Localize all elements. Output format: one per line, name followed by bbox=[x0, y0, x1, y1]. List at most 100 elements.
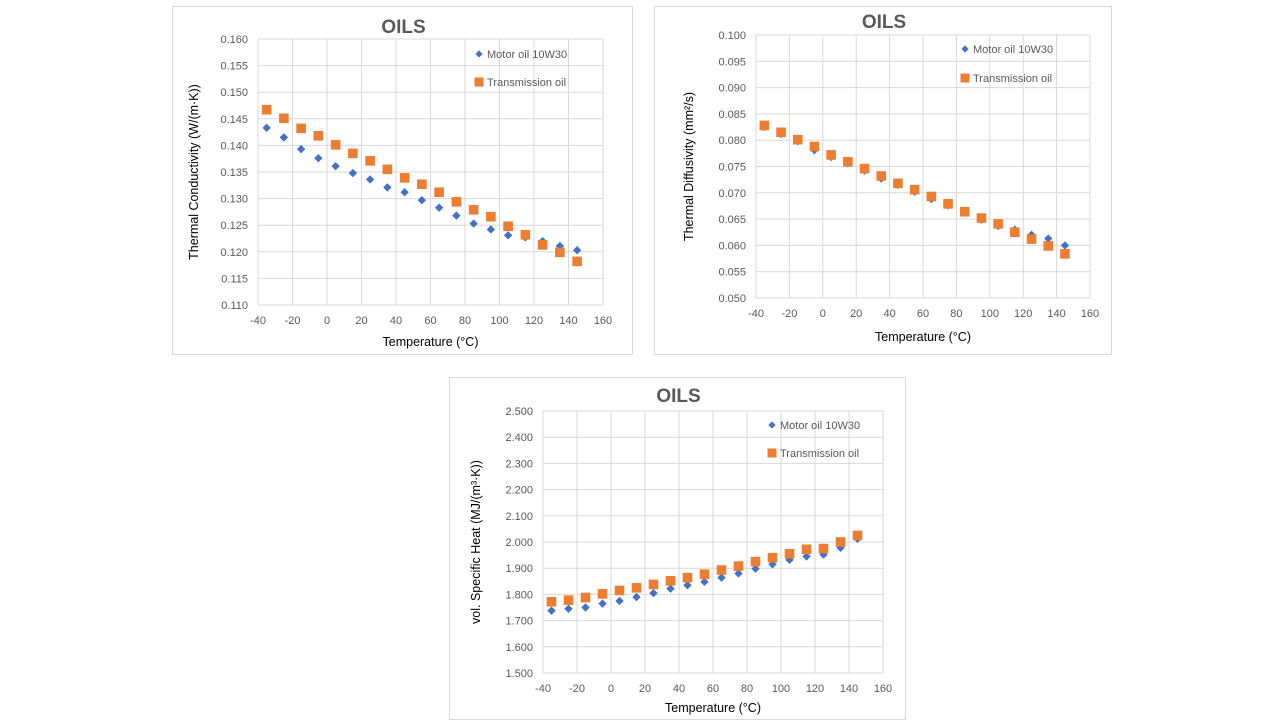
specific-heat-motor-oil-point bbox=[819, 550, 828, 559]
specific-heat-transmission-oil-point bbox=[597, 589, 608, 599]
thermal-conductivity-transmission-oil-point bbox=[434, 187, 444, 198]
thermal-diffusivity-y-tick-label: 0.050 bbox=[718, 293, 746, 305]
thermal-conductivity-transmission-oil-point bbox=[451, 196, 462, 207]
thermal-conductivity-y-tick-label: 0.125 bbox=[220, 220, 248, 232]
thermal-conductivity-legend-motor-oil-marker bbox=[475, 50, 483, 58]
specific-heat-motor-oil-point bbox=[615, 596, 624, 606]
thermal-conductivity-y-tick-label: 0.155 bbox=[220, 61, 248, 73]
thermal-conductivity-x-axis-label: Temperature (°C) bbox=[383, 335, 479, 349]
thermal-conductivity-motor-oil-point bbox=[417, 195, 427, 205]
thermal-conductivity-transmission-oil-point bbox=[555, 247, 565, 258]
specific-heat-x-tick-label: 100 bbox=[772, 683, 790, 695]
specific-heat-y-tick-label: 2.300 bbox=[505, 458, 533, 470]
specific-heat-transmission-oil-point bbox=[835, 537, 846, 547]
thermal-conductivity-y-tick-label: 0.130 bbox=[220, 194, 248, 206]
specific-heat-legend-motor-oil-label: Motor oil 10W30 bbox=[780, 420, 860, 432]
thermal-conductivity-transmission-oil-point bbox=[503, 221, 513, 232]
thermal-conductivity-motor-oil-point bbox=[348, 168, 358, 178]
specific-heat-legend-transmission-oil-label: Transmission oil bbox=[780, 448, 859, 460]
specific-heat-transmission-oil-point bbox=[563, 595, 574, 605]
specific-heat-transmission-oil-point bbox=[682, 572, 693, 583]
thermal-diffusivity-x-tick-label: 0 bbox=[820, 308, 826, 320]
thermal-conductivity-x-tick-label: 100 bbox=[490, 315, 508, 327]
specific-heat-motor-oil-point bbox=[785, 555, 794, 565]
thermal-diffusivity-x-tick-label: 80 bbox=[950, 308, 962, 320]
thermal-conductivity-motor-oil-point bbox=[486, 225, 496, 234]
specific-heat-motor-oil-point bbox=[802, 552, 811, 561]
specific-heat-transmission-oil-point bbox=[852, 530, 863, 541]
thermal-diffusivity-legend-motor-oil-marker bbox=[961, 45, 969, 53]
thermal-diffusivity-y-tick-label: 0.075 bbox=[718, 162, 746, 174]
specific-heat-transmission-oil-point bbox=[614, 585, 625, 596]
thermal-conductivity-transmission-oil-point bbox=[468, 204, 479, 215]
specific-heat-motor-oil-point bbox=[649, 588, 658, 598]
specific-heat-transmission-oil-point bbox=[767, 552, 778, 563]
thermal-diffusivity-x-tick-label: 120 bbox=[1014, 308, 1032, 320]
specific-heat-chart-svg: 1.500 1.600 1.700 1.800 1.900 2.000 2.100 2.200… bbox=[469, 386, 892, 715]
thermal-diffusivity-y-tick-label: 0.095 bbox=[718, 56, 746, 68]
thermal-conductivity-y-tick-label: 0.145 bbox=[220, 114, 248, 126]
thermal-conductivity-motor-oil-point bbox=[572, 246, 582, 255]
thermal-conductivity-motor-oil-point bbox=[296, 144, 306, 154]
thermal-conductivity-transmission-oil-point bbox=[417, 179, 427, 190]
thermal-conductivity-motor-oil-point bbox=[452, 211, 461, 220]
specific-heat-transmission-oil-point bbox=[733, 561, 744, 571]
thermal-conductivity-y-tick-label: 0.110 bbox=[221, 300, 248, 312]
thermal-conductivity-transmission-oil-point bbox=[330, 140, 341, 150]
specific-heat-legend-motor-oil-marker bbox=[768, 421, 776, 429]
specific-heat-x-tick-label: 0 bbox=[608, 683, 614, 695]
thermal-diffusivity-x-tick-label: 40 bbox=[883, 308, 895, 320]
thermal-conductivity-y-tick-label: 0.150 bbox=[220, 87, 248, 99]
thermal-conductivity-x-tick-label: 60 bbox=[424, 315, 436, 327]
specific-heat-y-tick-label: 2.000 bbox=[505, 537, 533, 549]
specific-heat-motor-oil-point bbox=[598, 599, 607, 608]
specific-heat-transmission-oil-point bbox=[631, 583, 642, 593]
thermal-diffusivity-transmission-oil-point bbox=[792, 134, 803, 145]
thermal-conductivity-transmission-oil-point bbox=[382, 164, 393, 175]
thermal-conductivity-transmission-oil-point bbox=[537, 240, 548, 250]
thermal-diffusivity-y-tick-label: 0.070 bbox=[718, 188, 746, 200]
thermal-diffusivity-y-tick-label: 0.090 bbox=[718, 83, 746, 95]
specific-heat-motor-oil-point bbox=[632, 592, 641, 602]
thermal-conductivity-x-tick-label: 40 bbox=[390, 315, 402, 327]
specific-heat-y-tick-label: 1.800 bbox=[505, 589, 533, 601]
specific-heat-transmission-oil-point bbox=[784, 548, 795, 559]
thermal-conductivity-chart: 0.110 0.115 0.120 0.125 0.130 0.135 0.140 0.145… bbox=[172, 6, 633, 355]
thermal-diffusivity-x-tick-label: 140 bbox=[1047, 308, 1065, 320]
specific-heat-x-tick-label: -40 bbox=[535, 683, 551, 695]
thermal-diffusivity-legend-motor-oil-label: Motor oil 10W30 bbox=[973, 44, 1053, 56]
specific-heat-x-tick-label: -20 bbox=[569, 683, 585, 695]
thermal-diffusivity-transmission-oil-point bbox=[1010, 227, 1020, 238]
thermal-diffusivity-x-tick-label: 60 bbox=[917, 308, 929, 320]
thermal-diffusivity-y-tick-label: 0.055 bbox=[718, 267, 746, 279]
specific-heat-y-axis-label: vol. Specific Heat (MJ/(m³·K)) bbox=[469, 460, 483, 624]
thermal-conductivity-transmission-oil-point bbox=[399, 173, 410, 183]
thermal-diffusivity-motor-oil-point bbox=[1044, 234, 1053, 243]
thermal-conductivity-transmission-oil-point bbox=[520, 229, 531, 240]
specific-heat-motor-oil-point bbox=[717, 573, 726, 582]
thermal-diffusivity-chart-title: OILS bbox=[862, 12, 906, 33]
specific-heat-chart-title: OILS bbox=[656, 386, 700, 407]
thermal-conductivity-y-axis-label: Thermal Conductivity (W/(m·K)) bbox=[187, 84, 201, 260]
thermal-conductivity-motor-oil-point bbox=[434, 203, 444, 212]
thermal-conductivity-transmission-oil-point bbox=[348, 148, 358, 159]
thermal-diffusivity-x-tick-label: -40 bbox=[748, 308, 764, 320]
thermal-diffusivity-transmission-oil-point bbox=[826, 150, 836, 160]
specific-heat-x-tick-label: 60 bbox=[707, 683, 719, 695]
specific-heat-motor-oil-point bbox=[666, 584, 675, 593]
specific-heat-transmission-oil-point bbox=[648, 579, 659, 590]
specific-heat-transmission-oil-point bbox=[665, 575, 676, 586]
specific-heat-y-tick-label: 1.700 bbox=[505, 616, 533, 628]
thermal-conductivity-motor-oil-point bbox=[400, 188, 409, 197]
thermal-conductivity-y-tick-label: 0.120 bbox=[220, 247, 248, 259]
thermal-conductivity-transmission-oil-point bbox=[261, 104, 272, 115]
thermal-conductivity-motor-oil-point bbox=[262, 123, 271, 133]
thermal-conductivity-y-tick-label: 0.140 bbox=[220, 140, 248, 152]
thermal-conductivity-legend-transmission-oil-marker bbox=[474, 77, 484, 87]
thermal-conductivity-legend-transmission-oil-label: Transmission oil bbox=[487, 77, 566, 89]
thermal-conductivity-motor-oil-point bbox=[469, 219, 478, 228]
thermal-diffusivity-y-axis-label: Thermal Diffusivity (mm²/s) bbox=[682, 92, 696, 241]
specific-heat-motor-oil-point bbox=[547, 606, 556, 615]
thermal-diffusivity-transmission-oil-point bbox=[909, 184, 920, 195]
thermal-conductivity-motor-oil-point bbox=[503, 231, 513, 240]
